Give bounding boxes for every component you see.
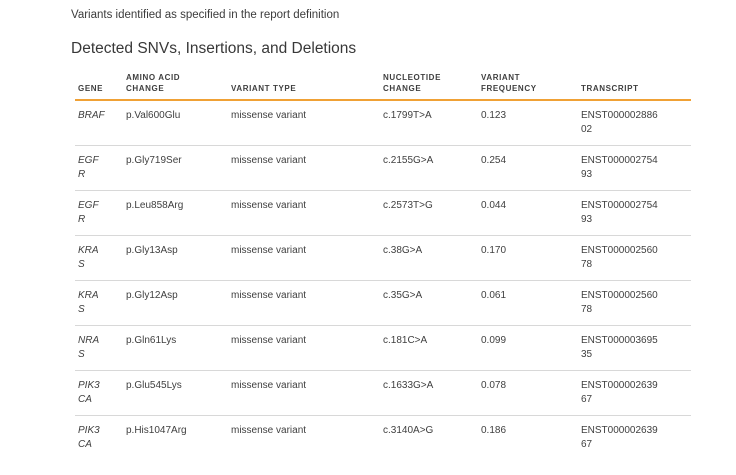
table-row: BRAF p.Val600Glu missense variant c.1799…: [75, 100, 691, 145]
cell-variant-type: missense variant: [231, 244, 307, 256]
cell-transcript: ENST00000256078: [581, 289, 658, 315]
cell-nucleotide-change: c.181C>A: [383, 334, 428, 346]
cell-variant-frequency: 0.078: [481, 379, 507, 391]
cell-transcript: ENST00000263967: [581, 379, 658, 405]
cell-variant-type: missense variant: [231, 110, 307, 121]
cell-amino-acid-change: p.Gly719Ser: [126, 154, 182, 166]
col-header-transcript: Transcript: [578, 72, 691, 101]
cell-variant-frequency: 0.061: [481, 289, 507, 301]
cell-transcript: ENST00000369535: [581, 334, 658, 360]
col-header-gene: Gene: [75, 72, 123, 101]
cell-amino-acid-change: p.Leu858Arg: [126, 199, 184, 211]
table-row: KRAS p.Gly13Asp missense variant c.38G>A…: [75, 235, 691, 280]
col-header-amino-acid-change: Amino Acid Change: [123, 72, 228, 101]
cell-nucleotide-change: c.38G>A: [383, 244, 423, 256]
cell-amino-acid-change: p.His1047Arg: [126, 424, 187, 436]
cell-gene: KRAS: [78, 244, 99, 270]
cell-gene: PIK3CA: [78, 424, 100, 450]
report-intro-text: Variants identified as specified in the …: [71, 9, 340, 21]
cell-amino-acid-change: p.Gly13Asp: [126, 244, 178, 256]
table-header-row: Gene Amino Acid Change Variant Type Nucl…: [75, 72, 691, 101]
cell-gene: NRAS: [78, 334, 100, 360]
cell-transcript: ENST00000275493: [581, 199, 658, 225]
cell-nucleotide-change: c.2573T>G: [383, 199, 433, 211]
table-row: KRAS p.Gly12Asp missense variant c.35G>A…: [75, 280, 691, 325]
cell-variant-type: missense variant: [231, 379, 307, 391]
table-row: EGFR p.Leu858Arg missense variant c.2573…: [75, 190, 691, 235]
col-header-variant-type: Variant Type: [228, 72, 380, 101]
cell-nucleotide-change: c.35G>A: [383, 289, 423, 301]
cell-nucleotide-change: c.2155G>A: [383, 154, 434, 166]
cell-amino-acid-change: p.Val600Glu: [126, 110, 181, 121]
report-page: Variants identified as specified in the …: [71, 9, 691, 460]
cell-gene: KRAS: [78, 289, 99, 315]
cell-gene: BRAF: [78, 110, 105, 121]
cell-variant-frequency: 0.044: [481, 199, 507, 211]
cell-nucleotide-change: c.3140A>G: [383, 424, 434, 436]
cell-amino-acid-change: p.Gly12Asp: [126, 289, 178, 301]
cell-transcript: ENST00000288602: [581, 110, 658, 135]
cell-nucleotide-change: c.1633G>A: [383, 379, 434, 391]
cell-transcript: ENST00000275493: [581, 154, 658, 180]
cell-amino-acid-change: p.Gln61Lys: [126, 334, 177, 346]
cell-variant-frequency: 0.099: [481, 334, 507, 346]
table-row: PIK3CA p.Glu545Lys missense variant c.16…: [75, 370, 691, 415]
cell-variant-frequency: 0.186: [481, 424, 507, 436]
cell-transcript: ENST00000256078: [581, 244, 658, 270]
cell-variant-type: missense variant: [231, 424, 307, 436]
variants-table: Gene Amino Acid Change Variant Type Nucl…: [75, 72, 691, 460]
cell-transcript: ENST00000263967: [581, 424, 658, 450]
cell-gene: PIK3CA: [78, 379, 100, 405]
table-row: EGFR p.Gly719Ser missense variant c.2155…: [75, 145, 691, 190]
cell-nucleotide-change: c.1799T>A: [383, 110, 432, 121]
cell-variant-type: missense variant: [231, 154, 307, 166]
cell-gene: EGFR: [78, 199, 99, 225]
section-heading: Detected SNVs, Insertions, and Deletions: [71, 40, 357, 57]
cell-amino-acid-change: p.Glu545Lys: [126, 379, 182, 391]
col-header-nucleotide-change: Nucleotide Change: [380, 72, 478, 101]
cell-variant-type: missense variant: [231, 334, 307, 346]
cell-variant-frequency: 0.170: [481, 244, 507, 256]
table-row: PIK3CA p.His1047Arg missense variant c.3…: [75, 415, 691, 460]
cell-variant-type: missense variant: [231, 289, 307, 301]
cell-variant-frequency: 0.254: [481, 154, 507, 166]
col-header-variant-frequency: Variant Frequency: [478, 72, 578, 101]
table-row: NRAS p.Gln61Lys missense variant c.181C>…: [75, 325, 691, 370]
cell-gene: EGFR: [78, 154, 99, 180]
cell-variant-type: missense variant: [231, 199, 307, 211]
cell-variant-frequency: 0.123: [481, 110, 507, 121]
